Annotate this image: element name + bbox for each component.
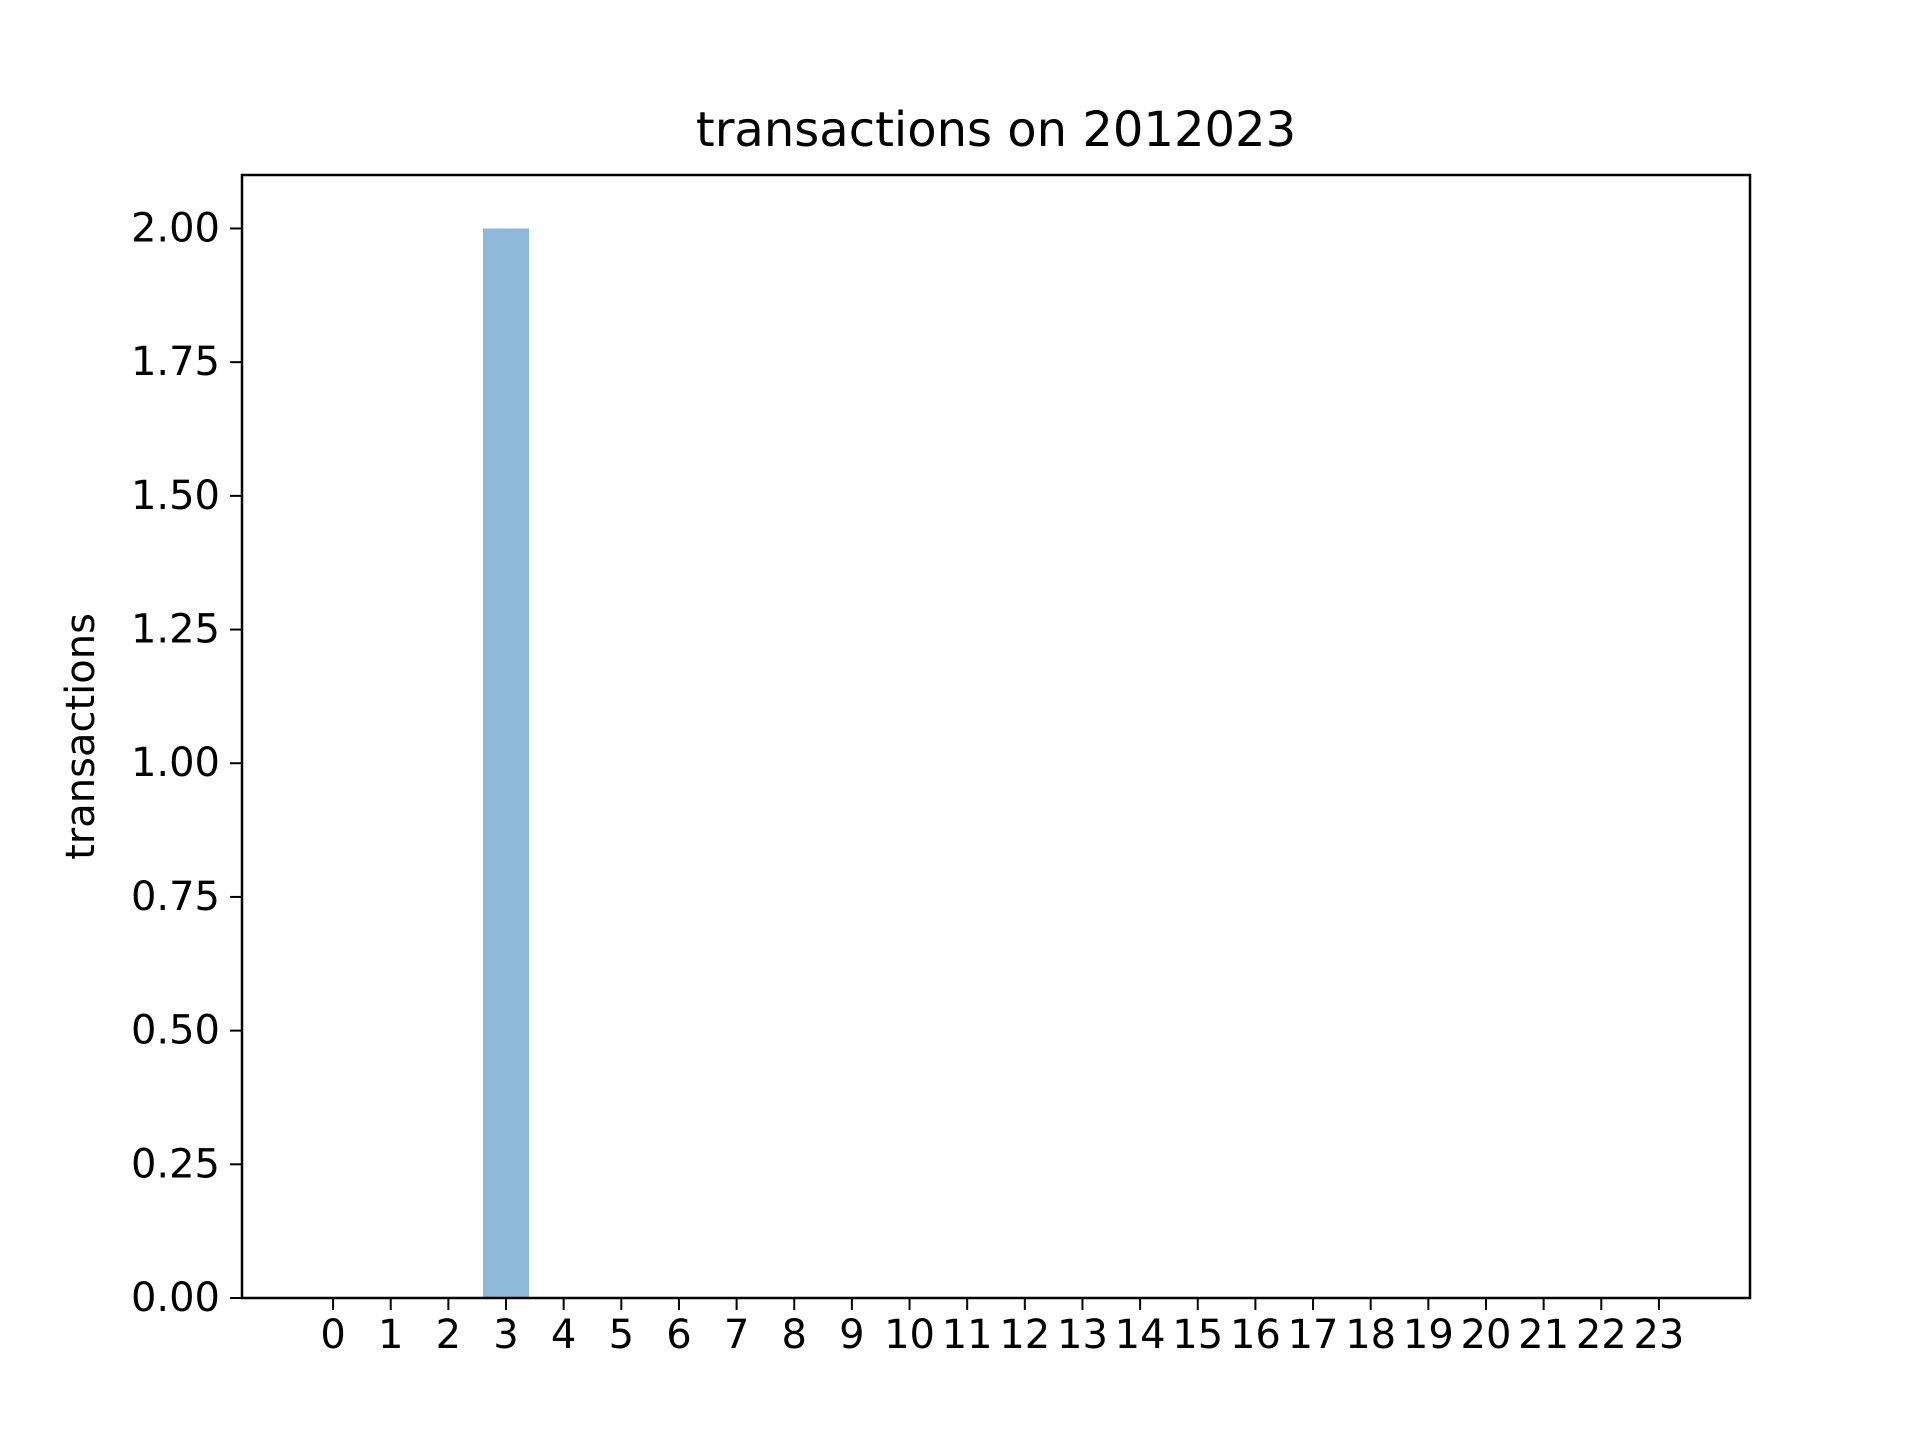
x-tick-label: 21 — [1518, 1312, 1569, 1358]
x-tick-label: 16 — [1230, 1312, 1281, 1358]
x-tick-label: 13 — [1057, 1312, 1108, 1358]
x-tick-label: 18 — [1345, 1312, 1396, 1358]
x-tick-label: 22 — [1576, 1312, 1627, 1358]
y-tick-label: 1.75 — [131, 339, 220, 385]
y-tick-label: 0.75 — [131, 874, 220, 920]
x-tick-label: 19 — [1403, 1312, 1454, 1358]
x-tick-label: 0 — [320, 1312, 345, 1358]
x-tick-label: 15 — [1172, 1312, 1223, 1358]
x-tick-label: 23 — [1633, 1312, 1684, 1358]
x-tick-label: 3 — [493, 1312, 518, 1358]
bar-3 — [482, 228, 530, 1298]
y-axis-label: transactions — [58, 613, 104, 860]
y-axis: 0.00 0.25 0.50 0.75 1.00 1.25 1.50 1.75 2.00 — [131, 205, 242, 1321]
x-tick-label: 8 — [782, 1312, 807, 1358]
x-tick-label: 7 — [724, 1312, 749, 1358]
x-tick-label: 1 — [378, 1312, 403, 1358]
x-tick-label: 12 — [999, 1312, 1050, 1358]
x-axis: 0 1 2 3 4 5 6 7 8 9 10 11 12 13 14 15 16 17 18 19 20 21 22 23 — [320, 1298, 1684, 1358]
y-tick-label: 1.00 — [131, 740, 220, 786]
y-tick-label: 2.00 — [131, 205, 220, 251]
y-tick-label: 1.25 — [131, 607, 220, 653]
bars-layer — [482, 228, 530, 1298]
y-tick-label: 1.50 — [131, 473, 220, 519]
x-tick-label: 10 — [884, 1312, 935, 1358]
x-tick-label: 6 — [666, 1312, 691, 1358]
y-tick-label: 0.25 — [131, 1141, 220, 1187]
x-tick-label: 2 — [436, 1312, 461, 1358]
x-tick-label: 5 — [609, 1312, 634, 1358]
plot-frame — [240, 173, 1752, 1300]
x-tick-label: 4 — [551, 1312, 576, 1358]
x-tick-label: 9 — [839, 1312, 864, 1358]
chart-title: transactions on 2012023 — [696, 102, 1296, 158]
y-tick-label: 0.00 — [131, 1275, 220, 1321]
x-tick-label: 17 — [1288, 1312, 1339, 1358]
x-tick-label: 20 — [1461, 1312, 1512, 1358]
y-tick-label: 0.50 — [131, 1008, 220, 1054]
x-tick-label: 11 — [942, 1312, 993, 1358]
x-tick-label: 14 — [1115, 1312, 1166, 1358]
